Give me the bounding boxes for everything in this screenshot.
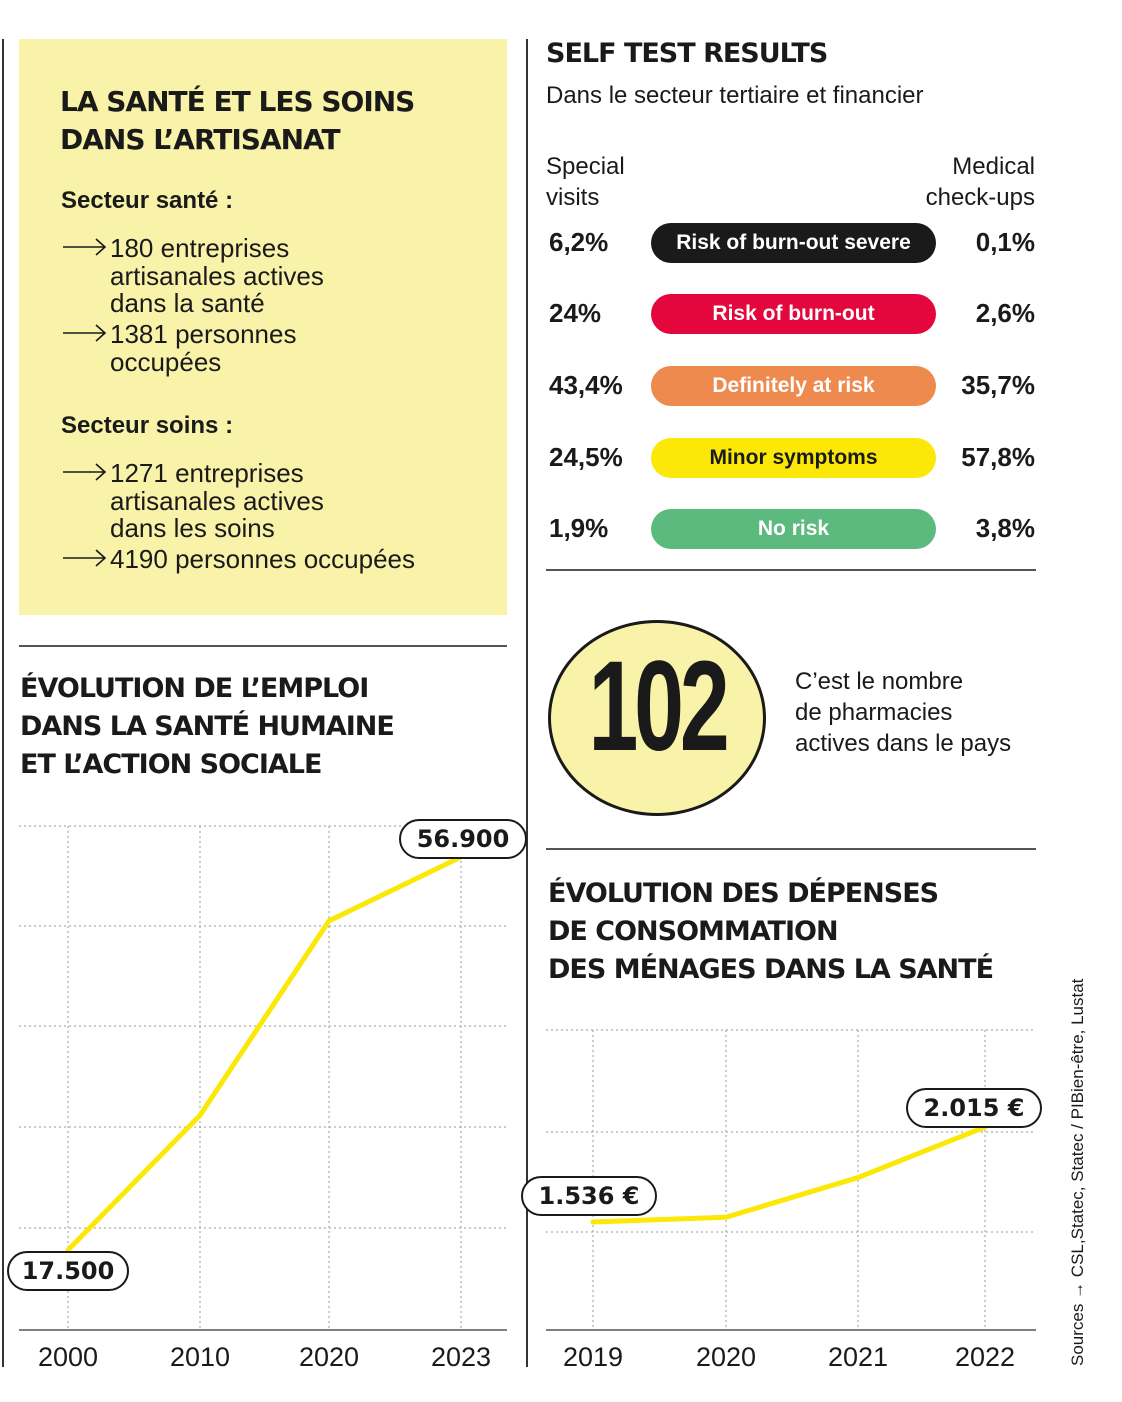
arrow-right-icon xyxy=(62,460,108,486)
series-line xyxy=(590,1124,988,1225)
data-point xyxy=(67,1249,69,1251)
special-visits-value: 24,5% xyxy=(549,442,623,472)
value-label-bubble: 1.536 € xyxy=(521,1176,657,1216)
special-visits-value: 6,2% xyxy=(549,227,609,257)
chart1-title: ÉVOLUTION DE L’EMPLOI DANS LA SANTÉ HUMAI… xyxy=(20,673,395,780)
pharmacies-number: 102 xyxy=(588,635,730,778)
value-label-bubble: 2.015 € xyxy=(906,1088,1042,1128)
sante-item-text: 1381 personnes occupées xyxy=(110,319,297,377)
risk-category-pill: Risk of burn-out severe xyxy=(651,223,936,263)
pharmacies-caption: C’est le nombre de pharmacies actives dans… xyxy=(795,668,1012,757)
soins-heading: Secteur soins : xyxy=(61,412,234,439)
data-point xyxy=(199,1114,201,1116)
data-point xyxy=(725,1216,727,1218)
selftest-title: SELF TEST RESULTS xyxy=(546,38,828,69)
arrow-right-icon xyxy=(62,321,108,347)
x-tick-label: 2020 xyxy=(299,1342,359,1372)
sante-item-text: 180 entreprises artisanales actives dans l… xyxy=(110,233,324,318)
arrow-right-icon xyxy=(62,546,108,572)
soins-item-text: 1271 entreprises artisanales actives dans … xyxy=(110,458,324,543)
sante-heading: Secteur santé : xyxy=(61,187,234,214)
data-point xyxy=(857,1177,859,1179)
series-line xyxy=(65,854,464,1253)
soins-item-text: 4190 personnes occupées xyxy=(110,544,416,574)
artisanat-title-line: DANS L’ARTISANAT xyxy=(60,123,341,156)
value-label-bubble: 17.500 xyxy=(7,1251,129,1291)
arrow-right-icon xyxy=(62,235,108,261)
column-divider xyxy=(526,39,528,1367)
chart2-title: ÉVOLUTION DES DÉPENSES DE CONSOMMATION DES… xyxy=(548,878,994,985)
divider-selftest xyxy=(546,569,1036,571)
x-tick-label: 2020 xyxy=(696,1342,756,1372)
col-head-medical-checkups: Medical check-ups xyxy=(925,153,1035,211)
special-visits-value: 1,9% xyxy=(549,513,609,543)
medical-checkups-value: 57,8% xyxy=(961,442,1035,472)
col-head-special-visits: Special visits xyxy=(546,153,625,211)
x-tick-label: 2000 xyxy=(38,1342,98,1372)
artisanat-box xyxy=(19,39,507,615)
x-tick-label: 2022 xyxy=(955,1342,1015,1372)
x-tick-label: 2010 xyxy=(170,1342,230,1372)
x-tick-label: 2023 xyxy=(431,1342,491,1372)
divider-pharmacies xyxy=(546,848,1036,850)
artisanat-title-line: LA SANTÉ ET LES SOINS xyxy=(60,85,415,118)
pharmacies-circle xyxy=(548,620,766,816)
data-point xyxy=(592,1221,594,1223)
risk-category-pill: Risk of burn-out xyxy=(651,294,936,334)
left-border-rule xyxy=(2,39,4,1367)
value-label-bubble: 56.900 xyxy=(399,819,527,859)
artisanat-title: LA SANTÉ ET LES SOINS DANS L’ARTISANAT xyxy=(60,83,480,159)
risk-category-pill: Definitely at risk xyxy=(651,366,936,406)
risk-category-pill: No risk xyxy=(651,509,936,549)
medical-checkups-value: 0,1% xyxy=(975,227,1035,257)
source-note: Sources → CSL,Statec, Statec / PIBien-êt… xyxy=(1068,978,1087,1366)
selftest-subtitle: Dans le secteur tertiaire et financier xyxy=(546,82,924,109)
x-tick-label: 2019 xyxy=(563,1342,623,1372)
x-tick-label: 2021 xyxy=(828,1342,888,1372)
medical-checkups-value: 35,7% xyxy=(961,370,1035,400)
data-point xyxy=(328,920,330,922)
special-visits-value: 24% xyxy=(549,298,602,328)
divider-left xyxy=(19,645,507,647)
medical-checkups-value: 3,8% xyxy=(975,513,1035,543)
risk-category-pill: Minor symptoms xyxy=(651,438,936,478)
medical-checkups-value: 2,6% xyxy=(975,298,1035,328)
special-visits-value: 43,4% xyxy=(549,370,623,400)
